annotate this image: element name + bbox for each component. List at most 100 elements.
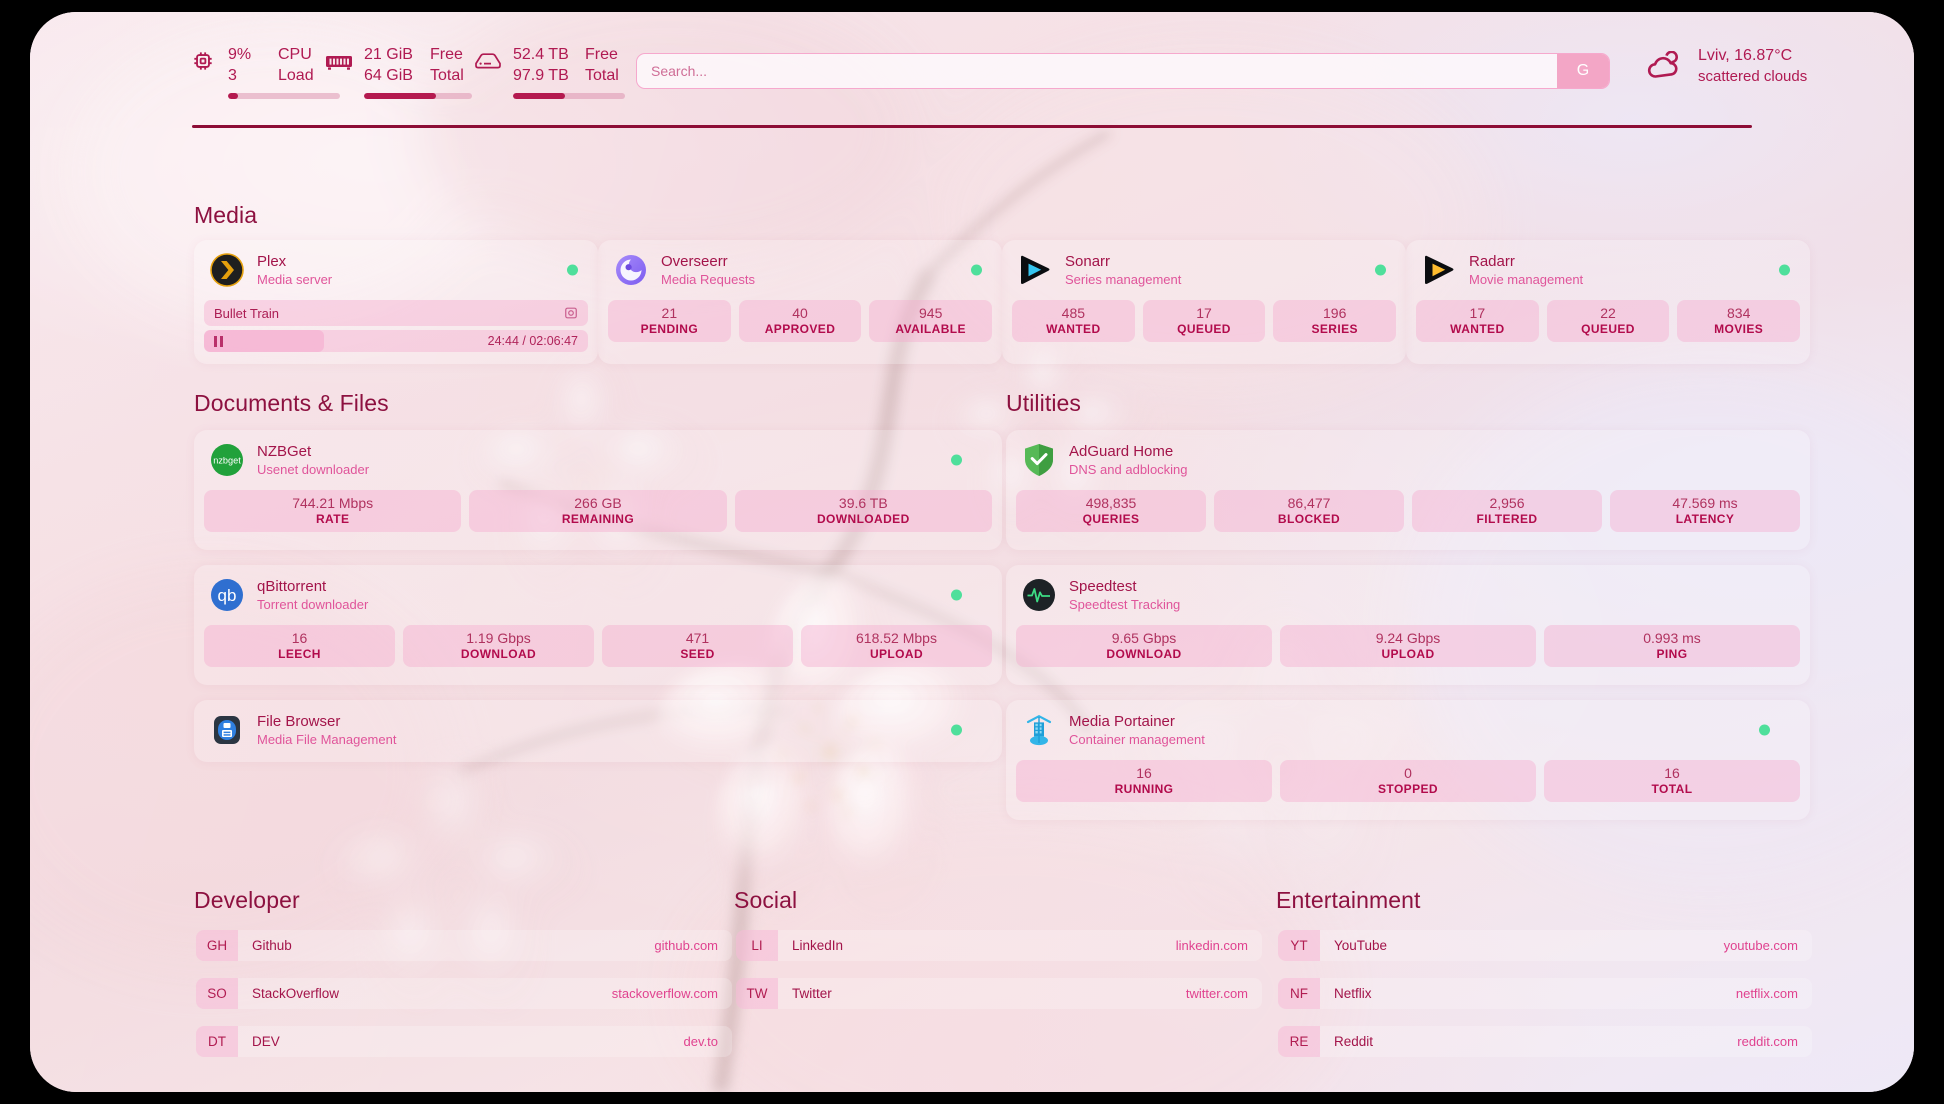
cpu-widget[interactable]: 9% CPU 3 Load [188,44,340,99]
bookmark-url: github.com [654,938,718,953]
speedtest-pulse-icon [1022,578,1056,612]
app-card-qbittorrent[interactable]: qb qBittorrent Torrent downloader 16 LEE… [194,565,1002,685]
bookmark-dev-to[interactable]: DT DEV dev.to [196,1026,732,1057]
now-playing-row[interactable]: Bullet Train [204,300,588,326]
status-dot-online [567,264,578,276]
bookmark-stackoverflow[interactable]: SO StackOverflow stackoverflow.com [196,978,732,1009]
search-bar[interactable]: G [636,53,1610,89]
memory-free-value: 21 GiB [364,46,413,63]
stat-item: 17 WANTED [1416,300,1539,342]
bookmark-youtube[interactable]: YT YouTube youtube.com [1278,930,1812,961]
search-input[interactable] [637,54,1557,88]
pause-icon[interactable] [204,330,324,352]
search-submit-button[interactable]: G [1557,54,1609,88]
stat-item: 485 WANTED [1012,300,1135,342]
stat-label: RATE [315,512,350,526]
stat-item: 9.24 Gbps UPLOAD [1280,625,1536,667]
stat-item: 22 QUEUED [1546,300,1670,342]
section-title-media: Media [194,202,258,228]
app-stats: 498,835 QUERIES 86,477 BLOCKED 2,956 FIL… [1006,490,1810,542]
status-dot-online [971,264,982,276]
app-card-header: File Browser Media File Management [194,700,1002,760]
app-card-filebrowser[interactable]: File Browser Media File Management [194,700,1002,762]
stat-value: 744.21 Mbps [292,495,374,511]
stat-value: 39.6 TB [838,495,888,511]
app-name: qBittorrent [257,578,327,595]
bookmark-twitter[interactable]: TW Twitter twitter.com [736,978,1262,1009]
app-card-radarr[interactable]: Radarr Movie management 17 WANTED 22 QUE… [1406,240,1810,364]
app-card-header: nzbget NZBGet Usenet downloader [194,430,1002,490]
bookmark-linkedin[interactable]: LI LinkedIn linkedin.com [736,930,1262,961]
bookmark-badge: TW [736,978,778,1009]
bookmark-github[interactable]: GH Github github.com [196,930,732,961]
bookmark-url: dev.to [683,1034,718,1049]
stat-label: DOWNLOADED [816,512,910,526]
stat-item: 266 GB REMAINING [469,490,727,532]
stat-item: 1.19 Gbps DOWNLOAD [403,625,594,667]
bookmark-badge: GH [196,930,238,961]
cpu-load-label: Load [278,67,314,84]
disk-total-label: Total [585,67,619,84]
stat-label: REMAINING [561,512,635,526]
section-title-social: Social [734,887,798,913]
stat-label: LEECH [278,647,321,661]
app-subtitle: Media Requests [661,272,755,287]
stat-item: 86,477 BLOCKED [1214,490,1404,532]
now-playing-progress-row[interactable]: 24:44 / 02:06:47 [204,330,588,352]
bookmark-name: LinkedIn [792,938,844,953]
stat-label: WANTED [1046,322,1101,336]
stat-label: FILTERED [1476,512,1538,526]
app-card-overseerr[interactable]: Overseerr Media Requests 21 PENDING 40 A… [598,240,1002,364]
status-dot-online [951,724,962,736]
app-name: Speedtest [1069,578,1137,595]
bookmark-name: Twitter [792,986,832,1001]
stat-label: STOPPED [1378,782,1438,796]
disk-meter-fill [513,93,565,99]
app-card-header: qb qBittorrent Torrent downloader [194,565,1002,625]
app-stats: 17 WANTED 22 QUEUED 834 MOVIES [1406,300,1810,352]
stat-label: SERIES [1311,322,1358,336]
now-playing-time: 24:44 / 02:06:47 [487,334,578,348]
bookmark-badge: SO [196,978,238,1009]
stat-value: 86,477 [1287,495,1331,511]
disk-free-value: 52.4 TB [513,46,569,63]
app-subtitle: DNS and adblocking [1069,462,1188,477]
app-card-header: AdGuard Home DNS and adblocking [1006,430,1810,490]
stat-value: 22 [1600,305,1616,321]
stat-value: 16 [291,630,308,646]
weather-condition: scattered clouds [1698,68,1808,85]
bookmark-netflix[interactable]: NF Netflix netflix.com [1278,978,1812,1009]
memory-widget[interactable]: 21 GiB Free 64 GiB Total [324,44,472,99]
memory-total-label: Total [430,67,464,84]
stat-value: 0.993 ms [1643,630,1701,646]
stat-value: 196 [1323,305,1347,321]
app-name: Media Portainer [1069,713,1175,730]
dashboard-window: 9% CPU 3 Load [30,12,1914,1092]
stat-value: 16 [1136,765,1152,781]
app-stats: 9.65 Gbps DOWNLOAD 9.24 Gbps UPLOAD 0.99… [1006,625,1810,677]
bookmark-reddit[interactable]: RE Reddit reddit.com [1278,1026,1812,1057]
stat-label: DOWNLOAD [1106,647,1182,661]
cast-icon[interactable] [564,306,578,320]
app-card-speedtest[interactable]: Speedtest Speedtest Tracking 9.65 Gbps D… [1006,565,1810,685]
bookmark-url: linkedin.com [1175,938,1248,953]
app-stats: 16 RUNNING 0 STOPPED 16 TOTAL [1006,760,1810,812]
status-dot-online [1779,264,1790,276]
hard-drive-icon [473,44,503,78]
app-card-plex[interactable]: Plex Media server Bullet Train 24:44 / 0… [194,240,598,364]
stat-item: 744.21 Mbps RATE [204,490,462,532]
stat-value: 485 [1061,305,1086,321]
stat-value: 2,956 [1489,495,1525,511]
bookmark-url: youtube.com [1723,938,1798,953]
app-card-sonarr[interactable]: Sonarr Series management 485 WANTED 17 Q… [1002,240,1406,364]
sonarr-icon [1018,253,1052,287]
portainer-whale-icon [1022,713,1056,747]
stat-label: LATENCY [1675,512,1735,526]
app-card-nzbget[interactable]: nzbget NZBGet Usenet downloader 744.21 M… [194,430,1002,550]
weather-widget[interactable]: Lviv, 16.87°C scattered clouds [1644,45,1807,87]
disk-widget[interactable]: 52.4 TB Free 97.9 TB Total [473,44,625,99]
app-subtitle: Movie management [1469,272,1584,287]
app-card-adguard-home[interactable]: AdGuard Home DNS and adblocking 498,835 … [1006,430,1810,550]
app-card-header: Speedtest Speedtest Tracking [1006,565,1810,625]
app-card-media-portainer[interactable]: Media Portainer Container management 16 … [1006,700,1810,820]
